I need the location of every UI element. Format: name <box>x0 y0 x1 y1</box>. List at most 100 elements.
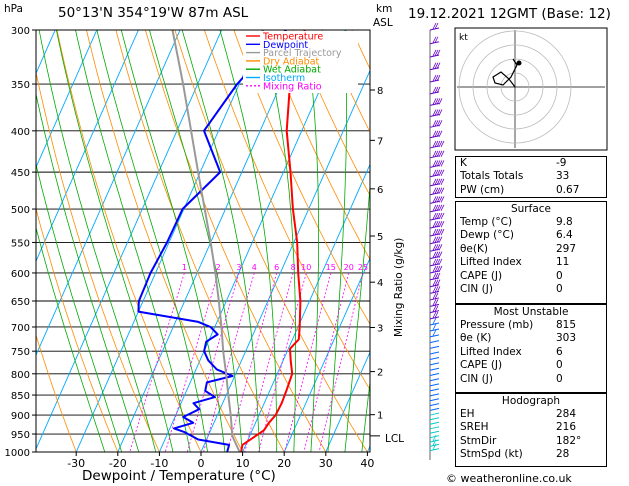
wind-barb <box>429 426 440 430</box>
mixing-ratio-value-label: 10 <box>301 263 311 272</box>
wind-barb-flag <box>436 286 441 293</box>
wind-barb-flag <box>436 272 441 280</box>
mixing-ratio-value-label: 1 <box>182 263 187 272</box>
index-row-pw: PW (cm) 0.67 <box>460 183 580 196</box>
wind-barb-flag <box>440 228 445 236</box>
wind-barb-flag <box>432 120 437 127</box>
hodograph-table-title: Hodograph <box>501 395 561 407</box>
wind-barb-flag <box>432 244 437 251</box>
wind-barb-flag <box>434 187 439 194</box>
wind-barb-flag <box>436 228 441 236</box>
wind-barb-flag <box>436 86 441 94</box>
wind-barb-flag <box>434 299 439 306</box>
wind-barb-flag <box>436 109 441 116</box>
mixing-ratio-value-label: 8 <box>291 263 296 272</box>
temperature-tick-label: 0 <box>198 457 205 470</box>
legend-label: Wet Adiabat <box>263 65 321 76</box>
wind-barb-flag <box>434 98 439 105</box>
wind-barb <box>429 403 440 407</box>
wind-barb-flag <box>432 434 437 442</box>
wind-barb-flag <box>434 286 439 293</box>
surface-row: Temp (°C) 9.8 <box>460 216 573 228</box>
wind-barb <box>429 351 440 355</box>
pressure-unit-label: hPa <box>4 3 23 15</box>
wet-adiabat-line <box>181 30 260 452</box>
wind-barb <box>429 378 440 382</box>
wind-barb <box>429 322 440 326</box>
wind-barb <box>429 340 440 344</box>
wind-barb-flag <box>434 150 439 157</box>
dry-adiabat-line <box>233 30 370 325</box>
wind-barb <box>429 345 440 349</box>
wind-barb-flag <box>432 323 437 331</box>
wind-barb-flag <box>432 150 437 157</box>
wind-barb <box>429 297 440 301</box>
wind-barb-flag <box>434 196 439 203</box>
wind-barb <box>429 443 440 447</box>
wind-barb <box>429 439 440 443</box>
wind-barb-flag <box>438 196 443 203</box>
wind-barb-flag <box>432 140 437 148</box>
pressure-tick-label: 950 <box>11 430 30 441</box>
wind-barb-flag <box>434 22 439 30</box>
wind-barb-flag <box>440 220 445 228</box>
height-tick-label: 8 <box>377 86 383 97</box>
wind-barb-flag <box>440 212 445 220</box>
wind-barb-flag <box>434 258 439 266</box>
hodograph-table: Hodograph EH 284 SREH 216 StmDir 182° StmSp… <box>455 393 607 467</box>
wet-adiabat-line <box>36 226 106 452</box>
pressure-tick-label: 650 <box>11 297 30 308</box>
wind-barb-flag <box>432 130 437 137</box>
wind-barb-flag <box>438 244 443 251</box>
temperature-tick-label: -10 <box>150 457 168 470</box>
lcl-label: LCL <box>385 433 405 445</box>
wind-barb-flag <box>434 311 439 319</box>
wind-barb <box>429 388 440 392</box>
x-axis-label: Dewpoint / Temperature (°C) <box>82 468 276 484</box>
height-tick-label: 3 <box>377 323 383 334</box>
wind-barb-flag <box>436 49 441 57</box>
wind-barb <box>429 430 440 434</box>
wet-adiabat-line <box>219 30 278 452</box>
wet-adiabat-line <box>344 181 370 452</box>
mixing-ratio-value-label: 6 <box>274 263 279 272</box>
wet-adiabat-line <box>149 30 243 452</box>
wind-barb-flag <box>438 228 443 236</box>
index-row-totals: Totals Totals 33 <box>460 170 570 183</box>
pressure-tick-label: 700 <box>11 323 30 334</box>
wind-barb-flag <box>438 265 443 273</box>
wind-barb-flag <box>436 212 441 220</box>
wind-barb-flag <box>436 169 441 176</box>
wind-barb-flag <box>434 130 439 137</box>
wind-barb <box>429 367 440 371</box>
legend-label: Dewpoint <box>263 40 308 51</box>
hodograph-row: StmSpd (kt) 28 <box>460 448 570 461</box>
surface-row: Dewp (°C) 6.4 <box>460 229 573 242</box>
wind-barb-flag <box>432 299 437 306</box>
legend-label: Isotherm <box>263 73 305 84</box>
dewpoint-line <box>137 30 287 452</box>
wind-barb-flag <box>432 74 437 82</box>
datetime-title: 19.12.2021 12GMT (Base: 12) <box>408 6 611 22</box>
hodograph-row: StmDir 182° <box>460 434 582 447</box>
height-tick-label: 5 <box>377 232 383 243</box>
mixing-ratio-value-label: 15 <box>326 263 336 272</box>
wind-barb-flag <box>432 204 437 212</box>
wind-barb-flag <box>432 49 437 57</box>
wind-barb-flag <box>438 187 443 194</box>
location-title: 50°13'N 354°19'W 87m ASL <box>58 5 249 21</box>
isotherm-line <box>36 30 181 357</box>
hodograph-ring <box>458 30 572 144</box>
wind-barb-flag <box>432 311 437 319</box>
wind-barb-flag <box>432 286 437 293</box>
most-unstable-row: CIN (J) 0 <box>460 372 563 385</box>
wind-barb <box>429 383 440 387</box>
wet-adiabat-line <box>261 30 297 452</box>
wind-barb-flag <box>436 120 441 127</box>
asl-label: ASL <box>373 17 393 29</box>
wet-adiabat-line <box>327 30 348 452</box>
pressure-tick-label: 1000 <box>5 448 30 459</box>
wind-barb-flag <box>440 187 445 194</box>
wind-barb-flag <box>436 220 441 228</box>
copyright-text: © weatheronline.co.uk <box>446 472 572 485</box>
